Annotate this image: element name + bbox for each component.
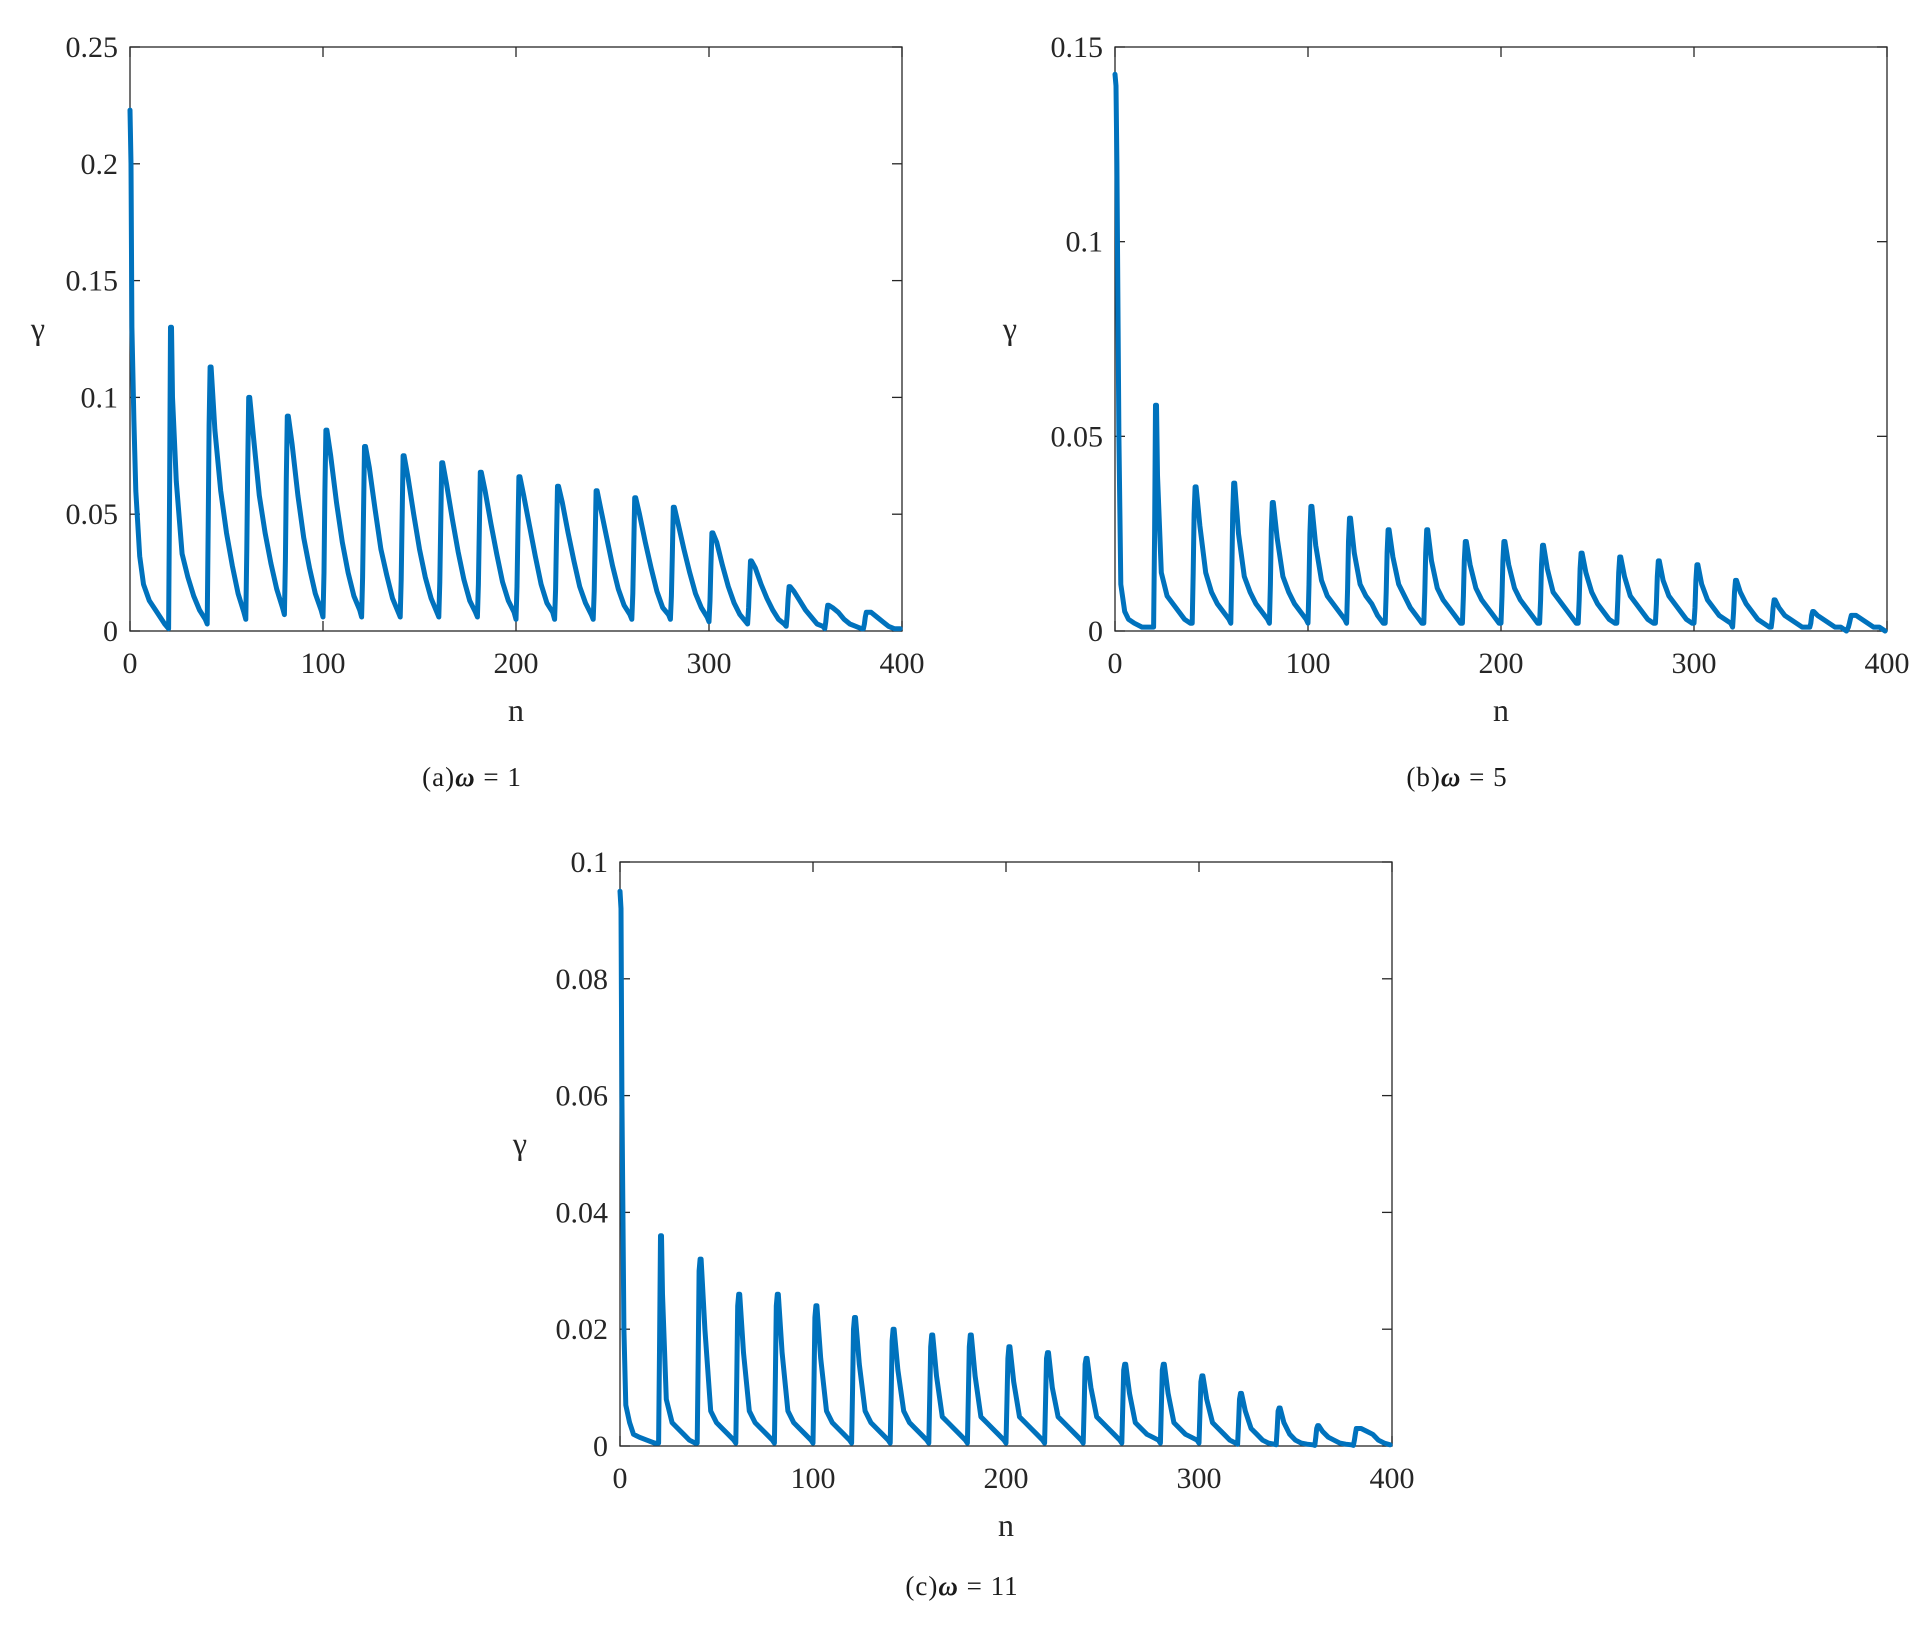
y-axis-label: γ	[1002, 310, 1017, 346]
x-tick-label: 200	[984, 1462, 1029, 1495]
caption-prefix: (a)	[422, 762, 455, 792]
x-tick-label: 400	[1865, 647, 1910, 680]
x-tick-label: 0	[613, 1462, 628, 1495]
y-tick-label: 0.06	[556, 1080, 609, 1113]
caption-suffix: = 11	[959, 1571, 1019, 1601]
caption-prefix: (b)	[1406, 762, 1440, 792]
caption-prefix: (c)	[905, 1571, 938, 1601]
x-tick-label: 0	[1108, 647, 1123, 680]
x-axis-label: n	[998, 1507, 1014, 1543]
panel-caption: (a)ω = 1	[422, 762, 522, 792]
panel-caption: (c)ω = 11	[905, 1571, 1018, 1601]
x-tick-label: 300	[687, 647, 732, 680]
chart-panel-a: 0 100 200 300 400 0 0.05 0.1 0.15 0.2 0.25 n γ (a)ω =…	[30, 31, 925, 792]
y-tick-label: 0.04	[556, 1196, 609, 1229]
x-tick-label: 300	[1672, 647, 1717, 680]
y-axis-label: γ	[512, 1125, 527, 1161]
x-tick-label: 100	[301, 647, 346, 680]
x-tick-label: 100	[1286, 647, 1331, 680]
x-tick-label: 300	[1177, 1462, 1222, 1495]
caption-symbol: ω	[938, 1571, 959, 1601]
series-line	[127, 107, 903, 632]
caption-symbol: ω	[455, 762, 476, 792]
y-tick-label: 0.08	[556, 963, 609, 996]
y-tick-label: 0	[1088, 615, 1103, 648]
caption-suffix: = 5	[1461, 762, 1507, 792]
y-tick-label: 0.02	[556, 1313, 609, 1346]
y-tick-label: 0.2	[81, 148, 119, 181]
y-tick-label: 0.05	[66, 498, 119, 531]
caption-symbol: ω	[1441, 762, 1462, 792]
x-tick-label: 200	[1479, 647, 1524, 680]
x-tick-label: 400	[880, 647, 925, 680]
x-tick-label: 0	[123, 647, 138, 680]
x-tick-label: 100	[791, 1462, 836, 1495]
y-tick-label: 0.15	[66, 265, 119, 298]
y-tick-label: 0.05	[1051, 420, 1104, 453]
y-axis-label: γ	[30, 310, 45, 346]
chart-panel-c: 0 100 200 300 400 0 0.02 0.04 0.06 0.08 0.1 n γ (c)ω …	[512, 846, 1415, 1601]
x-tick-label: 400	[1370, 1462, 1415, 1495]
y-tick-label: 0.1	[81, 381, 119, 414]
panel-caption: (b)ω = 5	[1406, 762, 1507, 792]
y-tick-label: 0.1	[571, 846, 609, 879]
x-tick-label: 200	[494, 647, 539, 680]
y-tick-label: 0	[593, 1430, 608, 1463]
y-tick-label: 0.25	[66, 31, 119, 64]
chart-panel-b: 0 100 200 300 400 0 0.05 0.1 0.15 n γ (b)ω = 5	[1002, 31, 1910, 792]
x-axis-label: n	[1493, 692, 1509, 728]
y-tick-label: 0.15	[1051, 31, 1104, 64]
x-axis-label: n	[508, 692, 524, 728]
y-tick-label: 0.1	[1066, 226, 1104, 259]
caption-suffix: = 1	[476, 762, 522, 792]
y-tick-label: 0	[103, 615, 118, 648]
series-line	[617, 888, 1393, 1448]
series-line	[1112, 71, 1888, 634]
